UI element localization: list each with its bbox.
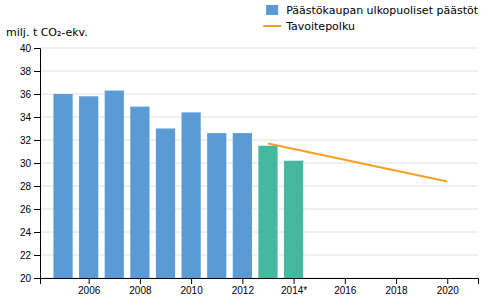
line [268, 143, 447, 181]
y-tick-label: 32 [20, 135, 32, 146]
x-tick-mark [89, 278, 90, 284]
x-tick-label: 2014* [281, 285, 307, 296]
bar [105, 91, 124, 278]
y-tick-mark [34, 163, 40, 164]
bar [130, 107, 149, 278]
y-tick-label: 36 [20, 89, 32, 100]
y-tick-label: 38 [20, 66, 32, 77]
x-axis: 2006 2008 2010 2012 2014* 2016 2018 2020 [41, 278, 479, 296]
y-axis-line [34, 49, 41, 279]
y-tick-mark [34, 186, 40, 187]
grid-line [40, 71, 478, 72]
x-tick: 2006 [78, 278, 101, 296]
x-tick-mark [191, 278, 192, 284]
x-axis-line [41, 279, 479, 285]
x-tick-label: 2012 [232, 285, 255, 296]
y-tick-label: 22 [20, 250, 32, 261]
y-tick: 34 [20, 112, 40, 123]
x-tick: 2008 [129, 278, 152, 296]
bar [182, 112, 201, 278]
x-tick-mark [242, 278, 243, 284]
y-tick: 28 [20, 181, 40, 192]
x-tick-mark [447, 278, 448, 284]
y-tick-mark [34, 232, 40, 233]
y-tick-mark [34, 140, 40, 141]
bar [258, 146, 277, 278]
x-tick: 2012 [232, 278, 255, 296]
legend: Päästökaupan ulkopuoliset päästöt Tavoite… [263, 4, 479, 33]
x-tick: 2018 [385, 278, 408, 296]
bar [233, 133, 252, 278]
y-tick-label: 40 [20, 43, 32, 54]
chart: 20062008201020122014*2016201820202022242… [0, 0, 492, 302]
y-tick: 38 [20, 66, 40, 77]
y-tick-label: 26 [20, 204, 32, 215]
y-tick-mark [34, 117, 40, 118]
y-axis-title: milj. t CO₂-ekv. [6, 26, 88, 39]
x-tick-label: 2006 [78, 285, 101, 296]
y-tick-label: 20 [20, 273, 32, 284]
legend-label: Päästökaupan ulkopuoliset päästöt [286, 4, 479, 17]
x-tick: 2010 [180, 278, 203, 296]
legend-swatch [263, 25, 281, 27]
bar [284, 161, 303, 278]
y-tick-mark [34, 48, 40, 49]
y-tick-mark [34, 255, 40, 256]
y-tick: 26 [20, 204, 40, 215]
legend-label: Tavoitepolku [285, 20, 355, 33]
y-tick: 36 [20, 89, 40, 100]
x-tick-label: 2010 [180, 285, 203, 296]
y-tick: 22 [20, 250, 40, 261]
legend-swatch [266, 5, 278, 15]
x-tick-label: 2020 [437, 285, 460, 296]
x-tick-mark [140, 278, 141, 284]
y-tick: 40 [20, 43, 40, 54]
x-tick-mark [294, 278, 295, 284]
bar [53, 94, 72, 278]
y-tick-label: 28 [20, 181, 32, 192]
x-tick: 2020 [437, 278, 460, 296]
y-tick-label: 30 [20, 158, 32, 169]
y-tick-mark [34, 71, 40, 72]
y-tick: 32 [20, 135, 40, 146]
y-axis: 20 22 24 26 28 30 32 34 36 38 40 [20, 43, 41, 284]
grid [40, 48, 478, 278]
legend-item: Tavoitepolku [263, 20, 355, 33]
y-tick: 30 [20, 158, 40, 169]
bar [207, 133, 226, 278]
grid-line [40, 48, 478, 49]
y-tick-label: 34 [20, 112, 32, 123]
y-tick-mark [34, 94, 40, 95]
marks [53, 91, 447, 278]
bar [79, 96, 98, 278]
x-tick-label: 2016 [334, 285, 357, 296]
legend-item: Päästökaupan ulkopuoliset päästöt [266, 4, 479, 17]
x-tick-mark [396, 278, 397, 284]
plot-area: 20062008201020122014*2016201820202022242… [20, 43, 479, 296]
bar [156, 129, 175, 279]
y-tick-mark [34, 278, 40, 279]
x-tick: 2016 [334, 278, 357, 296]
x-tick-label: 2018 [385, 285, 408, 296]
y-tick-mark [34, 209, 40, 210]
y-tick: 20 [20, 273, 40, 284]
y-tick-label: 24 [20, 227, 32, 238]
x-tick-mark [345, 278, 346, 284]
y-tick: 24 [20, 227, 40, 238]
x-tick: 2014* [281, 278, 307, 296]
x-tick-label: 2008 [129, 285, 152, 296]
